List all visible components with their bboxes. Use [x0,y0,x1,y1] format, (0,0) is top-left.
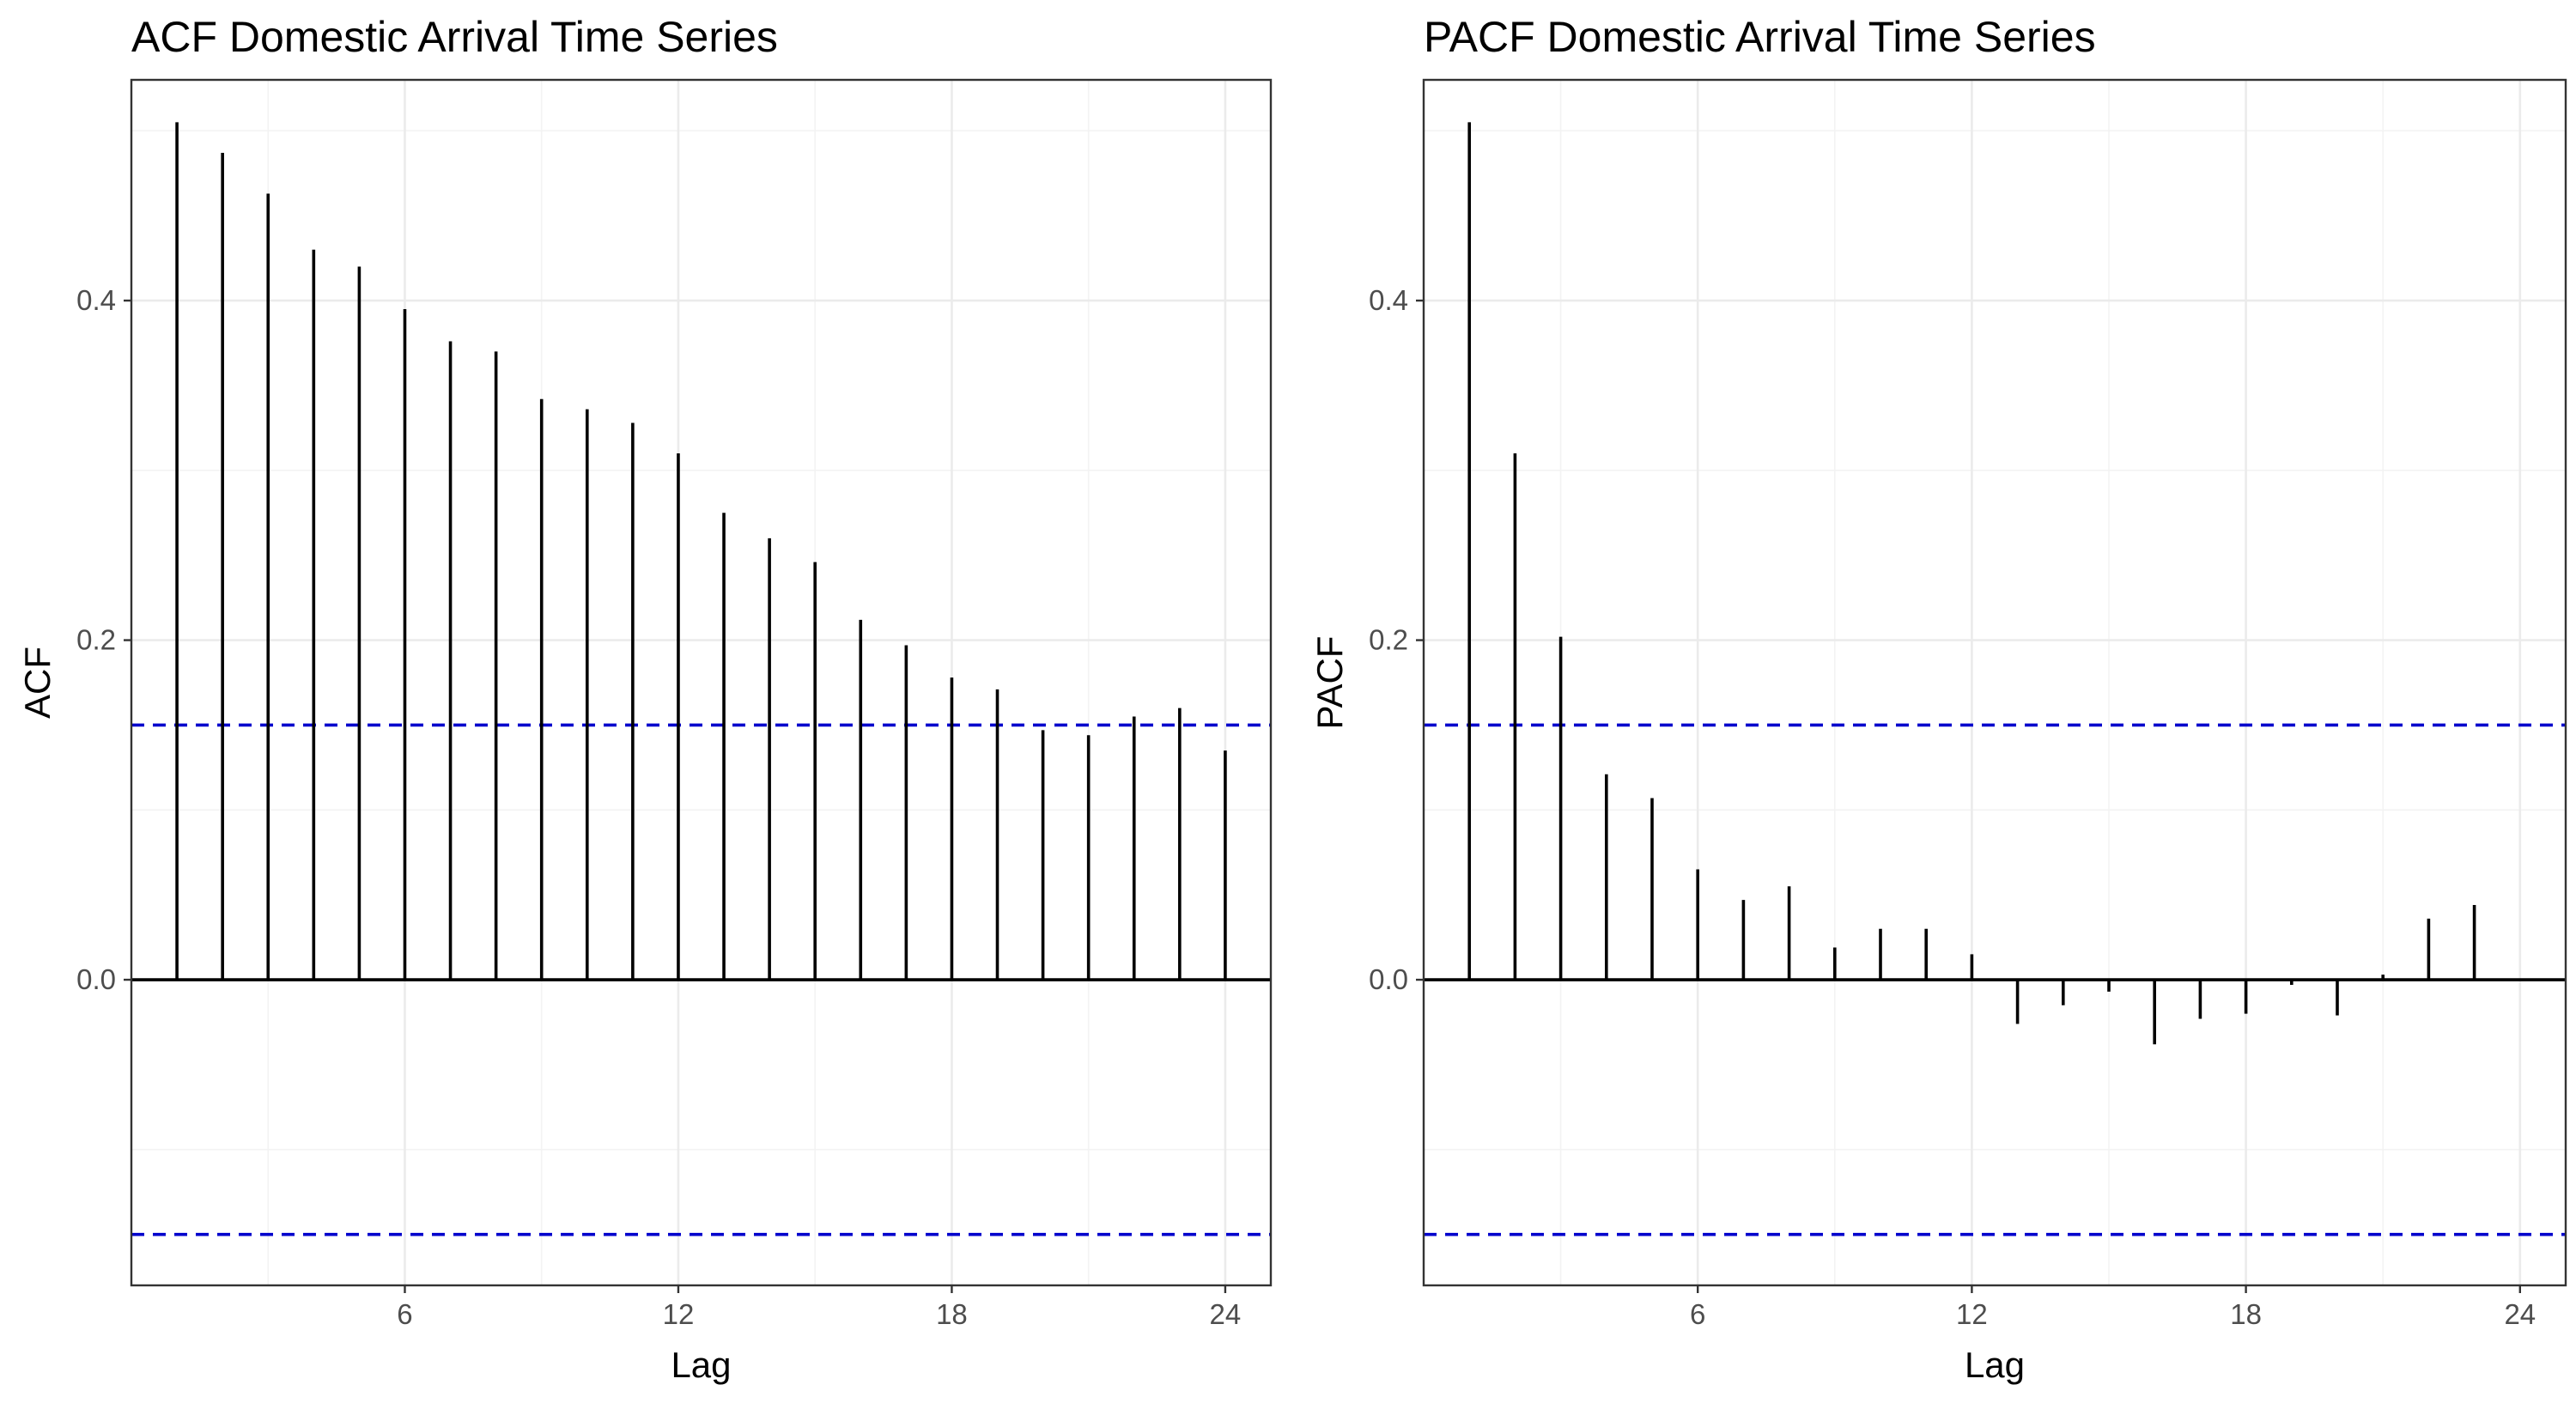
acf-chart-title: ACF Domestic Arrival Time Series [131,13,778,61]
pacf-confidence-bounds [1424,723,2566,1236]
pacf-x-tick-label: 24 [2504,1298,2536,1330]
pacf-y-axis: 0.0 0.2 0.4 [1369,284,1424,995]
acf-y-tick-label: 0.4 [76,284,116,316]
acf-x-tick-label: 6 [397,1298,412,1330]
acf-y-tick-label: 0.0 [76,963,116,995]
pacf-x-tick-label: 18 [2230,1298,2262,1330]
pacf-y-tick-label: 0.2 [1369,624,1408,656]
acf-spikes [175,122,1227,981]
acf-panel: ACF Domestic Arrival Time Series 0.00.20… [17,13,1273,1385]
pacf-panel: PACF Domestic Arrival Time Series 0.0 0.2… [1309,13,2567,1385]
pacf-x-tick-label: 6 [1690,1298,1705,1330]
acf-x-axis: 6 12 18 24 [397,1285,1241,1330]
acf-y-tick-label: 0.2 [76,624,116,656]
pacf-y-tick-label: 0.0 [1369,963,1408,995]
acf-panel-border [130,78,1273,1287]
pacf-x-tick-label: 12 [1956,1298,1988,1330]
pacf-x-axis-title: Lag [1965,1345,2025,1385]
acf-x-tick-label: 24 [1210,1298,1242,1330]
pacf-chart-title: PACF Domestic Arrival Time Series [1424,13,2096,61]
acf-x-tick-label: 12 [663,1298,695,1330]
acf-x-tick-label: 18 [936,1298,968,1330]
pacf-y-axis-title: PACF [1309,636,1350,730]
pacf-spikes [1467,122,2476,1045]
acf-y-axis: 0.0 0.2 0.4 [76,284,131,995]
acf-y-axis-title: ACF [17,647,58,719]
acf-x-axis-title: Lag [671,1345,731,1385]
acf-confidence-bounds [131,723,1271,1236]
pacf-y-tick-label: 0.4 [1369,284,1408,316]
pacf-panel-border [1422,78,2567,1287]
pacf-x-axis: 6 12 18 24 [1690,1285,2536,1330]
